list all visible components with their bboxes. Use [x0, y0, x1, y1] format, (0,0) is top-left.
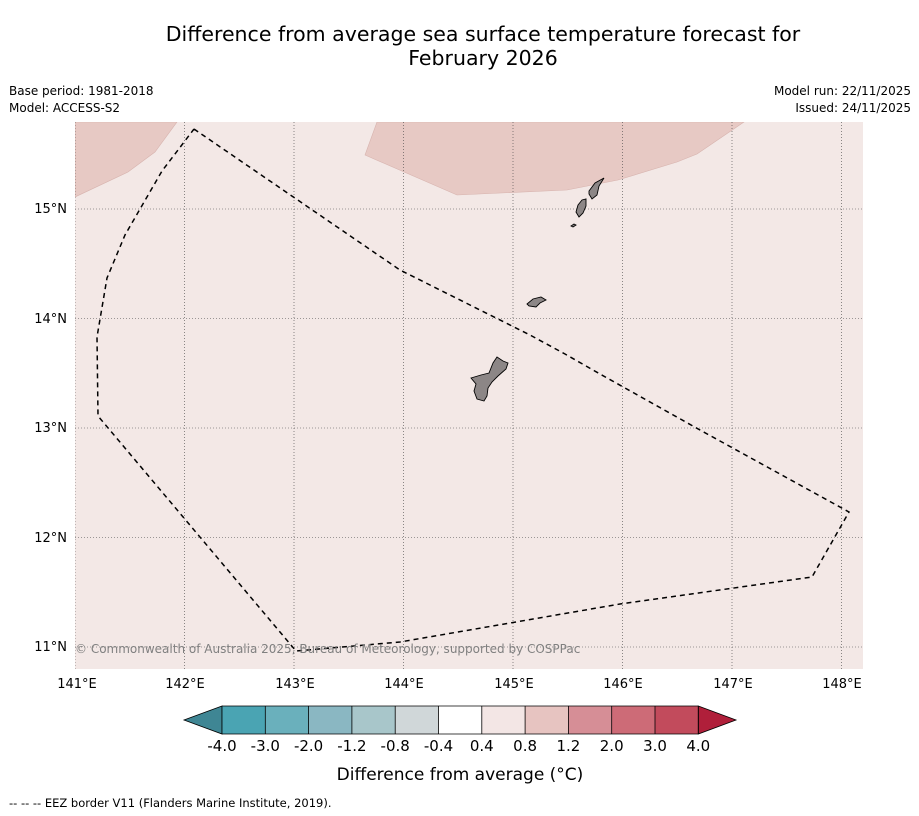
colorbar-segment — [395, 706, 439, 734]
colorbar-segment — [655, 706, 699, 734]
title-line-1: Difference from average sea surface temp… — [165, 22, 801, 46]
eez-border — [96, 128, 851, 652]
colorbar-label: -1.2 — [337, 737, 366, 755]
lat-label: 14°N — [34, 312, 67, 327]
lat-label: 12°N — [34, 531, 67, 546]
guam-island — [470, 356, 509, 402]
colorbar-label: -0.8 — [381, 737, 410, 755]
colorbar-segment — [438, 706, 482, 734]
lon-label: 148°E — [822, 677, 862, 692]
colorbar-label: 2.0 — [600, 737, 624, 755]
lon-label: 147°E — [713, 677, 753, 692]
colorbar-label: 3.0 — [643, 737, 667, 755]
colorbar-label: 0.8 — [513, 737, 537, 755]
run-info: Model run: 22/11/2025 Issued: 24/11/2025 — [774, 83, 911, 117]
lon-label: 146°E — [603, 677, 643, 692]
colorbar — [182, 705, 738, 735]
colorbar-label: -3.0 — [251, 737, 280, 755]
warm-anomaly-north — [364, 122, 745, 196]
lon-label: 142°E — [165, 677, 205, 692]
colorbar-segment — [222, 706, 266, 734]
chart-title: Difference from average sea surface temp… — [80, 22, 886, 70]
graticule — [75, 122, 863, 669]
copyright-notice: © Commonwealth of Australia 2025, Bureau… — [75, 642, 580, 656]
colorbar-labels: -4.0 -3.0 -2.0 -1.2 -0.8 -0.4 0.4 0.8 1.… — [207, 737, 710, 755]
colorbar-segment — [481, 706, 526, 734]
issued-date: Issued: 24/11/2025 — [795, 101, 911, 115]
base-period: Base period: 1981-2018 — [9, 84, 154, 98]
colorbar-label: -2.0 — [294, 737, 323, 755]
base-info: Base period: 1981-2018 Model: ACCESS-S2 — [9, 83, 154, 117]
colorbar-segment — [611, 706, 655, 734]
warm-anomaly-northwest — [75, 122, 178, 198]
rota-island — [526, 296, 547, 308]
colorbar-label: -4.0 — [207, 737, 236, 755]
lon-label: 144°E — [384, 677, 424, 692]
lon-label: 143°E — [275, 677, 315, 692]
tinian-island — [575, 198, 587, 218]
lon-label: 141°E — [57, 677, 97, 692]
saipan-island — [588, 177, 605, 200]
lat-label: 13°N — [34, 421, 67, 436]
colorbar-label: 0.4 — [470, 737, 494, 755]
eez-legend-note: -- -- -- EEZ border V11 (Flanders Marine… — [9, 796, 332, 810]
colorbar-title: Difference from average (°C) — [337, 765, 584, 785]
colorbar-label: 4.0 — [686, 737, 710, 755]
longitude-axis: 141°E 142°E 143°E 144°E 145°E 146°E 147°… — [57, 677, 862, 692]
colorbar-over-arrow — [697, 705, 738, 735]
colorbar-under-arrow — [182, 705, 223, 735]
colorbar-segment — [351, 706, 396, 734]
lat-label: 11°N — [34, 640, 67, 655]
colorbar-segment — [568, 706, 612, 734]
aguijan-islet — [570, 223, 577, 228]
colorbar-segment — [265, 706, 309, 734]
lon-label: 145°E — [494, 677, 534, 692]
model-name: Model: ACCESS-S2 — [9, 101, 121, 115]
colorbar-segment — [525, 706, 569, 734]
lat-label: 15°N — [34, 202, 67, 217]
latitude-axis: 15°N 14°N 13°N 12°N 11°N — [34, 202, 67, 655]
colorbar-label: -0.4 — [424, 737, 453, 755]
colorbar-segment — [308, 706, 352, 734]
colorbar-label: 1.2 — [556, 737, 580, 755]
title-line-2: February 2026 — [408, 46, 558, 70]
anomaly-background — [75, 122, 863, 669]
model-run-date: Model run: 22/11/2025 — [773, 84, 911, 98]
